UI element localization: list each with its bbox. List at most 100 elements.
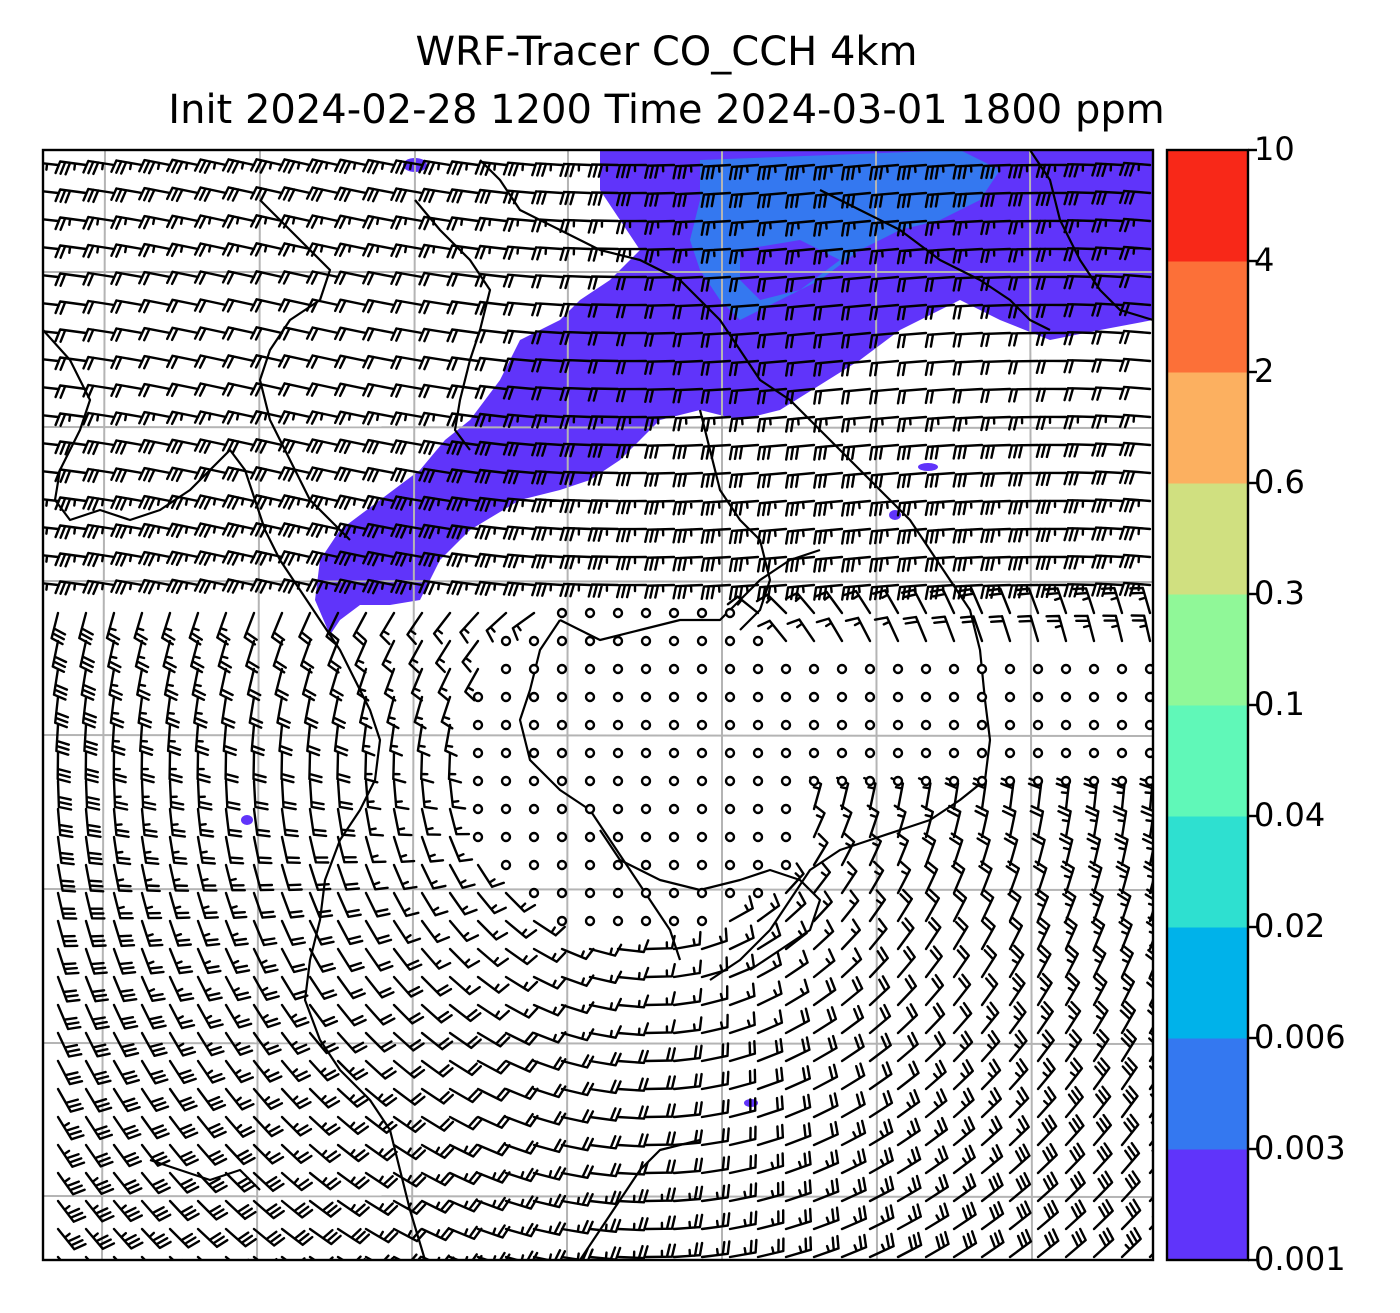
wind-barb xyxy=(980,499,1012,516)
wind-barb xyxy=(336,919,364,946)
wind-barbs xyxy=(43,158,1153,1260)
wind-barb xyxy=(616,1105,649,1120)
wind-barb xyxy=(277,158,312,174)
calm-marker xyxy=(612,775,624,787)
wind-barb xyxy=(1008,1172,1032,1203)
wind-barb xyxy=(446,188,480,204)
wind-barb xyxy=(308,1031,339,1055)
calm-marker xyxy=(668,859,680,871)
wind-barb xyxy=(1064,1085,1084,1119)
wind-barb xyxy=(418,355,452,371)
wind-barb xyxy=(644,1159,676,1175)
wind-barb xyxy=(755,593,788,615)
wind-barb xyxy=(474,524,508,540)
map-plot-area[interactable] xyxy=(28,150,1168,1277)
calm-marker xyxy=(556,859,568,871)
wind-barb xyxy=(559,190,592,206)
wind-barb xyxy=(784,1236,813,1259)
wind-barb xyxy=(616,1077,649,1092)
wind-barb xyxy=(193,578,228,594)
wind-barb xyxy=(308,835,330,864)
wind-barb xyxy=(924,917,942,951)
wind-barb xyxy=(364,1115,398,1134)
wind-barb xyxy=(869,163,900,181)
calm-marker xyxy=(584,887,596,899)
wind-barb xyxy=(224,1199,257,1220)
wind-barb xyxy=(474,188,508,204)
calm-marker xyxy=(752,831,764,843)
wind-barb xyxy=(390,299,424,314)
wind-barb xyxy=(193,214,228,229)
wind-barb xyxy=(43,274,60,279)
wind-barb xyxy=(1036,972,1053,1007)
wind-barb xyxy=(1091,414,1124,429)
wind-barb xyxy=(728,1068,757,1091)
wind-barb xyxy=(756,583,788,601)
wind-barb xyxy=(872,589,900,615)
wind-barb xyxy=(305,382,340,397)
calm-marker xyxy=(1060,691,1072,703)
calm-marker xyxy=(584,691,596,703)
wind-barb xyxy=(672,275,704,292)
wind-barb xyxy=(252,807,271,838)
wind-barb xyxy=(559,218,592,234)
wind-barb xyxy=(138,466,172,483)
wind-barb xyxy=(1091,526,1124,542)
calm-marker xyxy=(724,831,736,843)
wind-barb xyxy=(1064,1199,1087,1231)
wind-barb xyxy=(334,158,368,175)
wind-barb xyxy=(305,494,340,510)
wind-barb xyxy=(336,975,366,1000)
wind-barb xyxy=(672,471,704,488)
wind-barb xyxy=(80,667,96,701)
calm-marker xyxy=(556,663,568,675)
calm-marker xyxy=(892,747,904,759)
wind-barb xyxy=(277,326,312,341)
calm-marker xyxy=(920,663,932,675)
wind-barb xyxy=(408,639,424,674)
calm-marker xyxy=(584,775,596,787)
calm-marker xyxy=(1088,719,1100,731)
calm-marker xyxy=(556,915,568,927)
wind-barb xyxy=(390,551,424,567)
wind-barb xyxy=(700,275,732,292)
wind-barb xyxy=(390,187,424,203)
wind-barb xyxy=(336,1087,369,1108)
wind-barb xyxy=(1072,587,1096,615)
calm-marker xyxy=(584,747,596,759)
wind-barb xyxy=(308,1003,339,1028)
wind-barb xyxy=(785,443,816,461)
wind-barb xyxy=(105,611,121,646)
calm-marker xyxy=(948,663,960,675)
wind-barb xyxy=(896,1003,919,1035)
wind-barb xyxy=(280,1115,313,1137)
wind-barb xyxy=(54,328,88,343)
wind-barb xyxy=(82,495,116,512)
wind-barb xyxy=(224,751,239,784)
wind-barb xyxy=(362,494,396,511)
colorbar-tick-label: 0.6 xyxy=(1254,463,1305,501)
wind-barb xyxy=(110,159,144,175)
wind-barb xyxy=(1057,805,1072,839)
wind-barb xyxy=(196,1199,229,1221)
wind-barb xyxy=(1034,888,1049,923)
wind-barb xyxy=(138,186,172,203)
wind-barb xyxy=(896,443,928,461)
wind-barb xyxy=(54,216,88,231)
wind-barb xyxy=(111,723,126,756)
wind-barb xyxy=(1001,805,1017,839)
wind-barb xyxy=(84,863,105,893)
wind-barb xyxy=(474,244,508,260)
wind-barb xyxy=(728,527,760,545)
calm-marker xyxy=(724,635,736,647)
calm-marker xyxy=(528,747,540,759)
wind-barb xyxy=(364,807,385,837)
wind-barb xyxy=(1119,944,1134,979)
wind-barb xyxy=(952,1201,977,1231)
calm-marker xyxy=(808,719,820,731)
wind-barb xyxy=(980,1144,1004,1175)
wind-barb xyxy=(334,410,368,426)
wind-barb xyxy=(840,889,860,923)
calm-marker xyxy=(500,747,512,759)
wind-barb xyxy=(305,298,340,313)
